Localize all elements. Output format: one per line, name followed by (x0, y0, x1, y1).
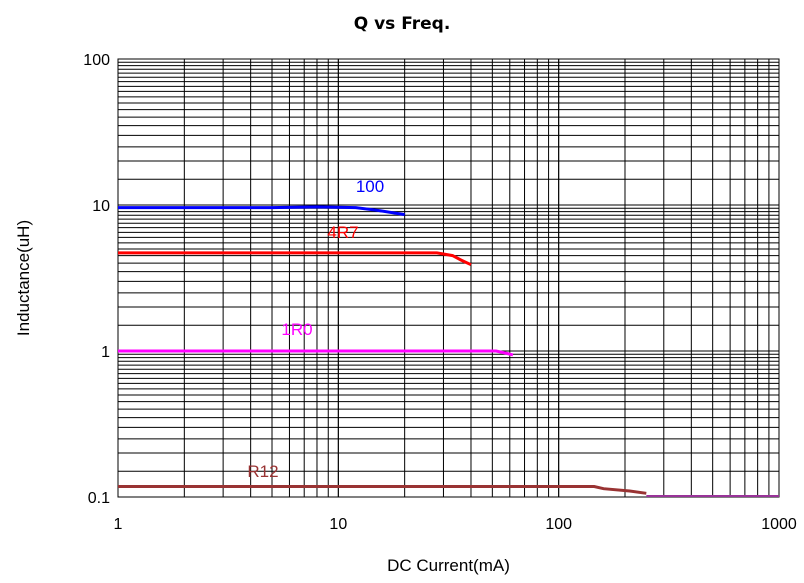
y-tick-label: 100 (83, 52, 110, 69)
series-label-100: 100 (356, 177, 384, 196)
x-tick-label: 100 (545, 516, 572, 533)
y-tick-label: 1 (101, 344, 110, 361)
y-tick-label: 10 (92, 198, 110, 215)
series-line-1r0 (118, 349, 514, 357)
plot-frame (117, 58, 780, 498)
y-tick-label: 0.1 (88, 490, 110, 507)
series-line-4r7 (118, 251, 472, 267)
x-tick-label: 1 (114, 516, 123, 533)
x-tick-label: 10 (329, 516, 347, 533)
series-label-1r0: 1R0 (281, 320, 312, 339)
y-axis-title: Inductance(uH) (14, 220, 33, 336)
x-tick-label: 1000 (761, 516, 797, 533)
grid (117, 58, 780, 498)
series-label-r12: R12 (247, 462, 278, 481)
series-line-r12 (118, 485, 647, 495)
series-layer: 100 4R7 1R0 R12 (118, 177, 779, 497)
x-axis-title: DC Current(mA) (387, 556, 510, 575)
series-line-100 (118, 205, 405, 217)
chart-title: Q vs Freq. (353, 14, 451, 34)
series-label-4r7: 4R7 (327, 223, 358, 242)
